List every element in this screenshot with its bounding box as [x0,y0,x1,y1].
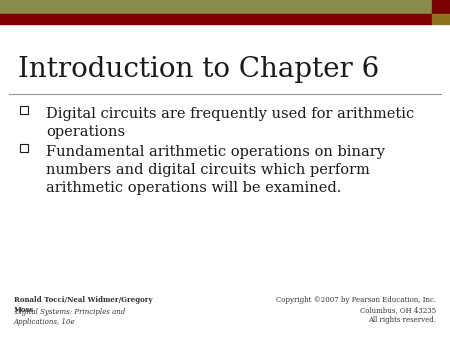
Text: Digital circuits are frequently used for arithmetic
operations: Digital circuits are frequently used for… [46,107,414,139]
Text: Fundamental arithmetic operations on binary
numbers and digital circuits which p: Fundamental arithmetic operations on bin… [46,145,385,195]
Bar [0,14,432,24]
Bar [0,0,432,14]
Bar [432,0,450,14]
Text: Copyright ©2007 by Pearson Education, Inc.
Columbus, OH 43235
All rights reserve: Copyright ©2007 by Pearson Education, In… [276,296,436,323]
Bar [20,106,28,114]
Text: Introduction to Chapter 6: Introduction to Chapter 6 [18,56,379,83]
Bar [20,144,28,152]
Text: Digital Systems: Principles and
Applications, 10e: Digital Systems: Principles and Applicat… [14,308,125,326]
Text: Ronald Tocci/Neal Widmer/Gregory
Moss: Ronald Tocci/Neal Widmer/Gregory Moss [14,296,153,314]
Bar [432,14,450,24]
